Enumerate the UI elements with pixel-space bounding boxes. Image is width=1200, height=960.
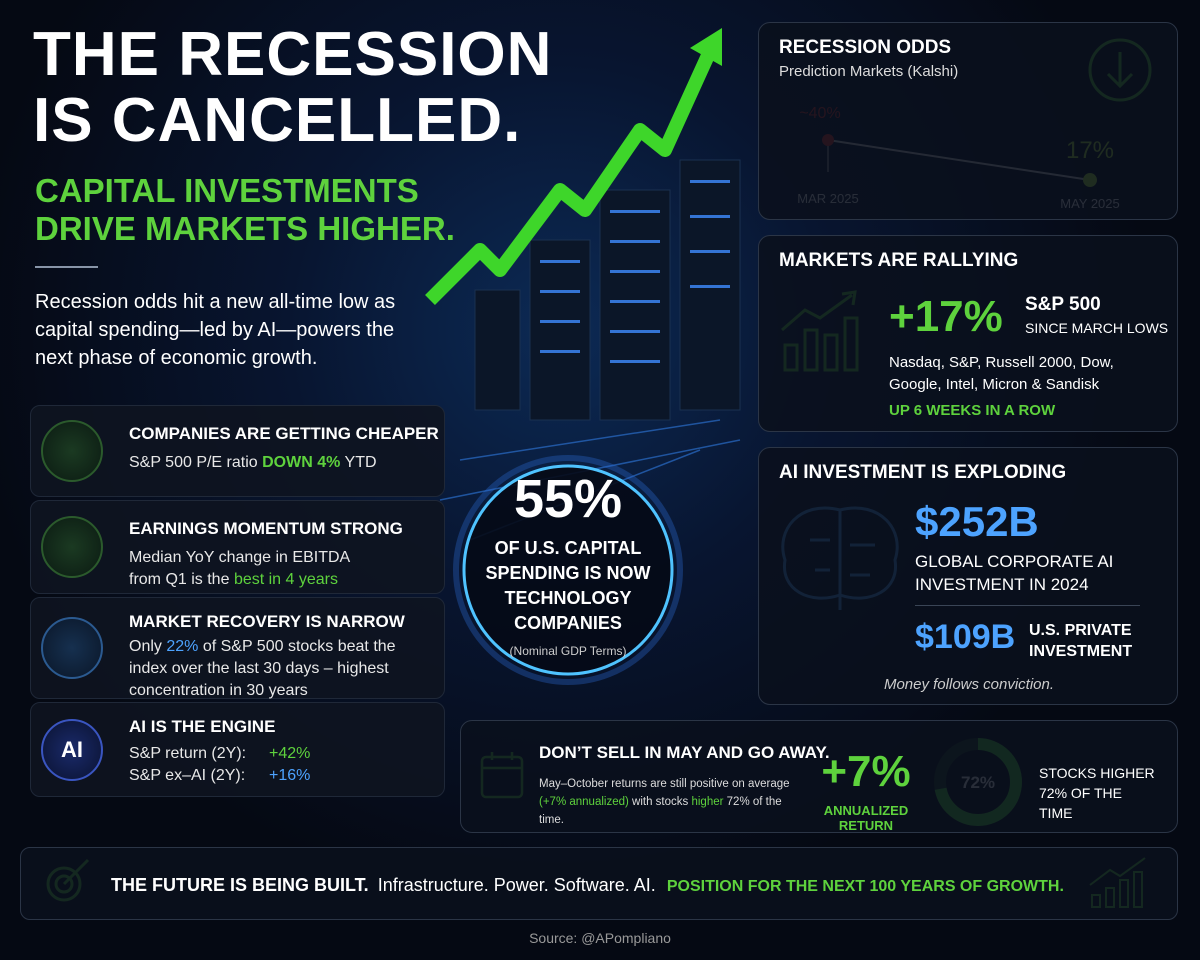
icon (41, 516, 103, 578)
list: Nasdaq, S&P, Russell 2000, Dow, Google, … (889, 354, 1114, 393)
footer: THE FUTURE IS BEING BUILT. Infrastructur… (20, 847, 1178, 920)
label: ANNUALIZED RETURN (823, 803, 909, 833)
stat-text: OF U.S. CAPITAL SPENDING IS NOW TECHNOLO… (485, 538, 651, 633)
subtitle: CAPITAL INVESTMENTS DRIVE MARKETS HIGHER… (35, 172, 455, 248)
title-line: THE RECESSION (33, 20, 553, 89)
card-title: COMPANIES ARE GETTING CHEAPER (129, 424, 439, 443)
intro: Recession odds hit a new all-time low as… (35, 291, 396, 369)
big-number: $109B (915, 618, 1016, 656)
highlight: DOWN 4% (262, 454, 341, 471)
icon (41, 617, 103, 679)
label: STOCKS HIGHER 72% OF THE TIME (1039, 765, 1155, 821)
tagline: Money follows conviction. (883, 676, 1055, 693)
card: AI AI IS THE ENGINE S&P return (2Y): +42%… (30, 702, 445, 797)
panel-title: DON’T SELL IN MAY AND GO AWAY. (539, 743, 830, 762)
label: GLOBAL CORPORATE AI INVESTMENT IN 2024 (915, 552, 1114, 594)
card: MARKET RECOVERY IS NARROW Only 22% of S&… (30, 597, 445, 699)
source: Source: @APompliano (529, 930, 671, 946)
text: YTD (344, 454, 377, 471)
card: EARNINGS MOMENTUM STRONG Median YoY chan… (30, 500, 445, 594)
label: U.S. PRIVATE INVESTMENT (1029, 622, 1133, 660)
card-title: EARNINGS MOMENTUM STRONG (129, 519, 403, 538)
cta: POSITION FOR THE NEXT 100 YEARS OF GROWT… (666, 878, 1064, 895)
title-line: IS CANCELLED. (33, 86, 522, 155)
highlight: best in 4 years (233, 571, 338, 588)
big-number: $252B (915, 498, 1039, 545)
footer-text: THE FUTURE IS BEING BUILT. Infrastructur… (111, 875, 1064, 896)
center-stat: 55% OF U.S. CAPITAL SPENDING IS NOW TECH… (468, 468, 668, 658)
lead: THE FUTURE IS BEING BUILT. (111, 875, 369, 895)
label: S&P 500 (1025, 294, 1101, 315)
panel-subtitle: Prediction Markets (Kalshi) (779, 63, 959, 80)
row-label: S&P return (2Y): (129, 745, 247, 762)
markets-panel: MARKETS ARE RALLYING +17% S&P 500 SINCE … (758, 235, 1178, 432)
card-body: S&P return (2Y): +42% S&P ex–AI (2Y): +16% (129, 743, 429, 787)
recession-panel: RECESSION ODDS Prediction Markets (Kalsh… (758, 22, 1178, 220)
text: Median YoY change in EBITDA from Q1 is t… (129, 549, 350, 588)
row-value: +42% (269, 745, 311, 762)
text: Only (129, 638, 162, 655)
label: SINCE MARCH LOWS (1025, 320, 1169, 336)
row-label: S&P ex–AI (2Y): (129, 767, 246, 784)
note: (Nominal GDP Terms) (509, 644, 627, 658)
big-number: 55% (513, 469, 623, 529)
highlight: higher (691, 796, 724, 808)
panel-title: AI INVESTMENT IS EXPLODING (779, 462, 1067, 483)
icon (41, 420, 103, 482)
card-body: S&P 500 P/E ratio DOWN 4% YTD (129, 452, 429, 474)
big-number: +17% (889, 292, 1003, 341)
text: May–October returns are still positive o… (539, 778, 790, 790)
text: S&P 500 P/E ratio (129, 454, 258, 471)
card: COMPANIES ARE GETTING CHEAPER S&P 500 P/… (30, 405, 445, 497)
panel-body: May–October returns are still positive o… (539, 775, 799, 829)
divider (915, 605, 1140, 606)
title: THE RECESSION IS CANCELLED. (33, 22, 552, 154)
row-value: +16% (269, 767, 311, 784)
card-body: Only 22% of S&P 500 stocks beat the inde… (129, 636, 429, 702)
ai-panel: AI INVESTMENT IS EXPLODING $252B GLOBAL … (758, 447, 1178, 705)
icon: AI (41, 718, 103, 781)
panel-title: RECESSION ODDS (779, 37, 952, 58)
card-title: MARKET RECOVERY IS NARROW (129, 612, 405, 631)
text: 72% of the time. (539, 796, 782, 826)
card-body: Median YoY change in EBITDA from Q1 is t… (129, 547, 379, 591)
highlight: UP 6 WEEKS IN A ROW (889, 402, 1056, 419)
panel-title: MARKETS ARE RALLYING (779, 250, 1019, 271)
text: of S&P 500 stocks beat the index over th… (129, 638, 396, 699)
may-panel: DON’T SELL IN MAY AND GO AWAY. May–Octob… (460, 720, 1178, 833)
subtitle-line: DRIVE MARKETS HIGHER. (35, 210, 455, 247)
highlight: 22% (166, 638, 199, 655)
highlight: (+7% annualized) (539, 796, 629, 808)
text: with stocks (632, 796, 689, 808)
card-title: AI IS THE ENGINE (129, 717, 276, 736)
text: Infrastructure. Power. Software. AI. (377, 875, 656, 895)
big-number: +7% (821, 747, 911, 796)
subtitle-line: CAPITAL INVESTMENTS (35, 172, 419, 209)
